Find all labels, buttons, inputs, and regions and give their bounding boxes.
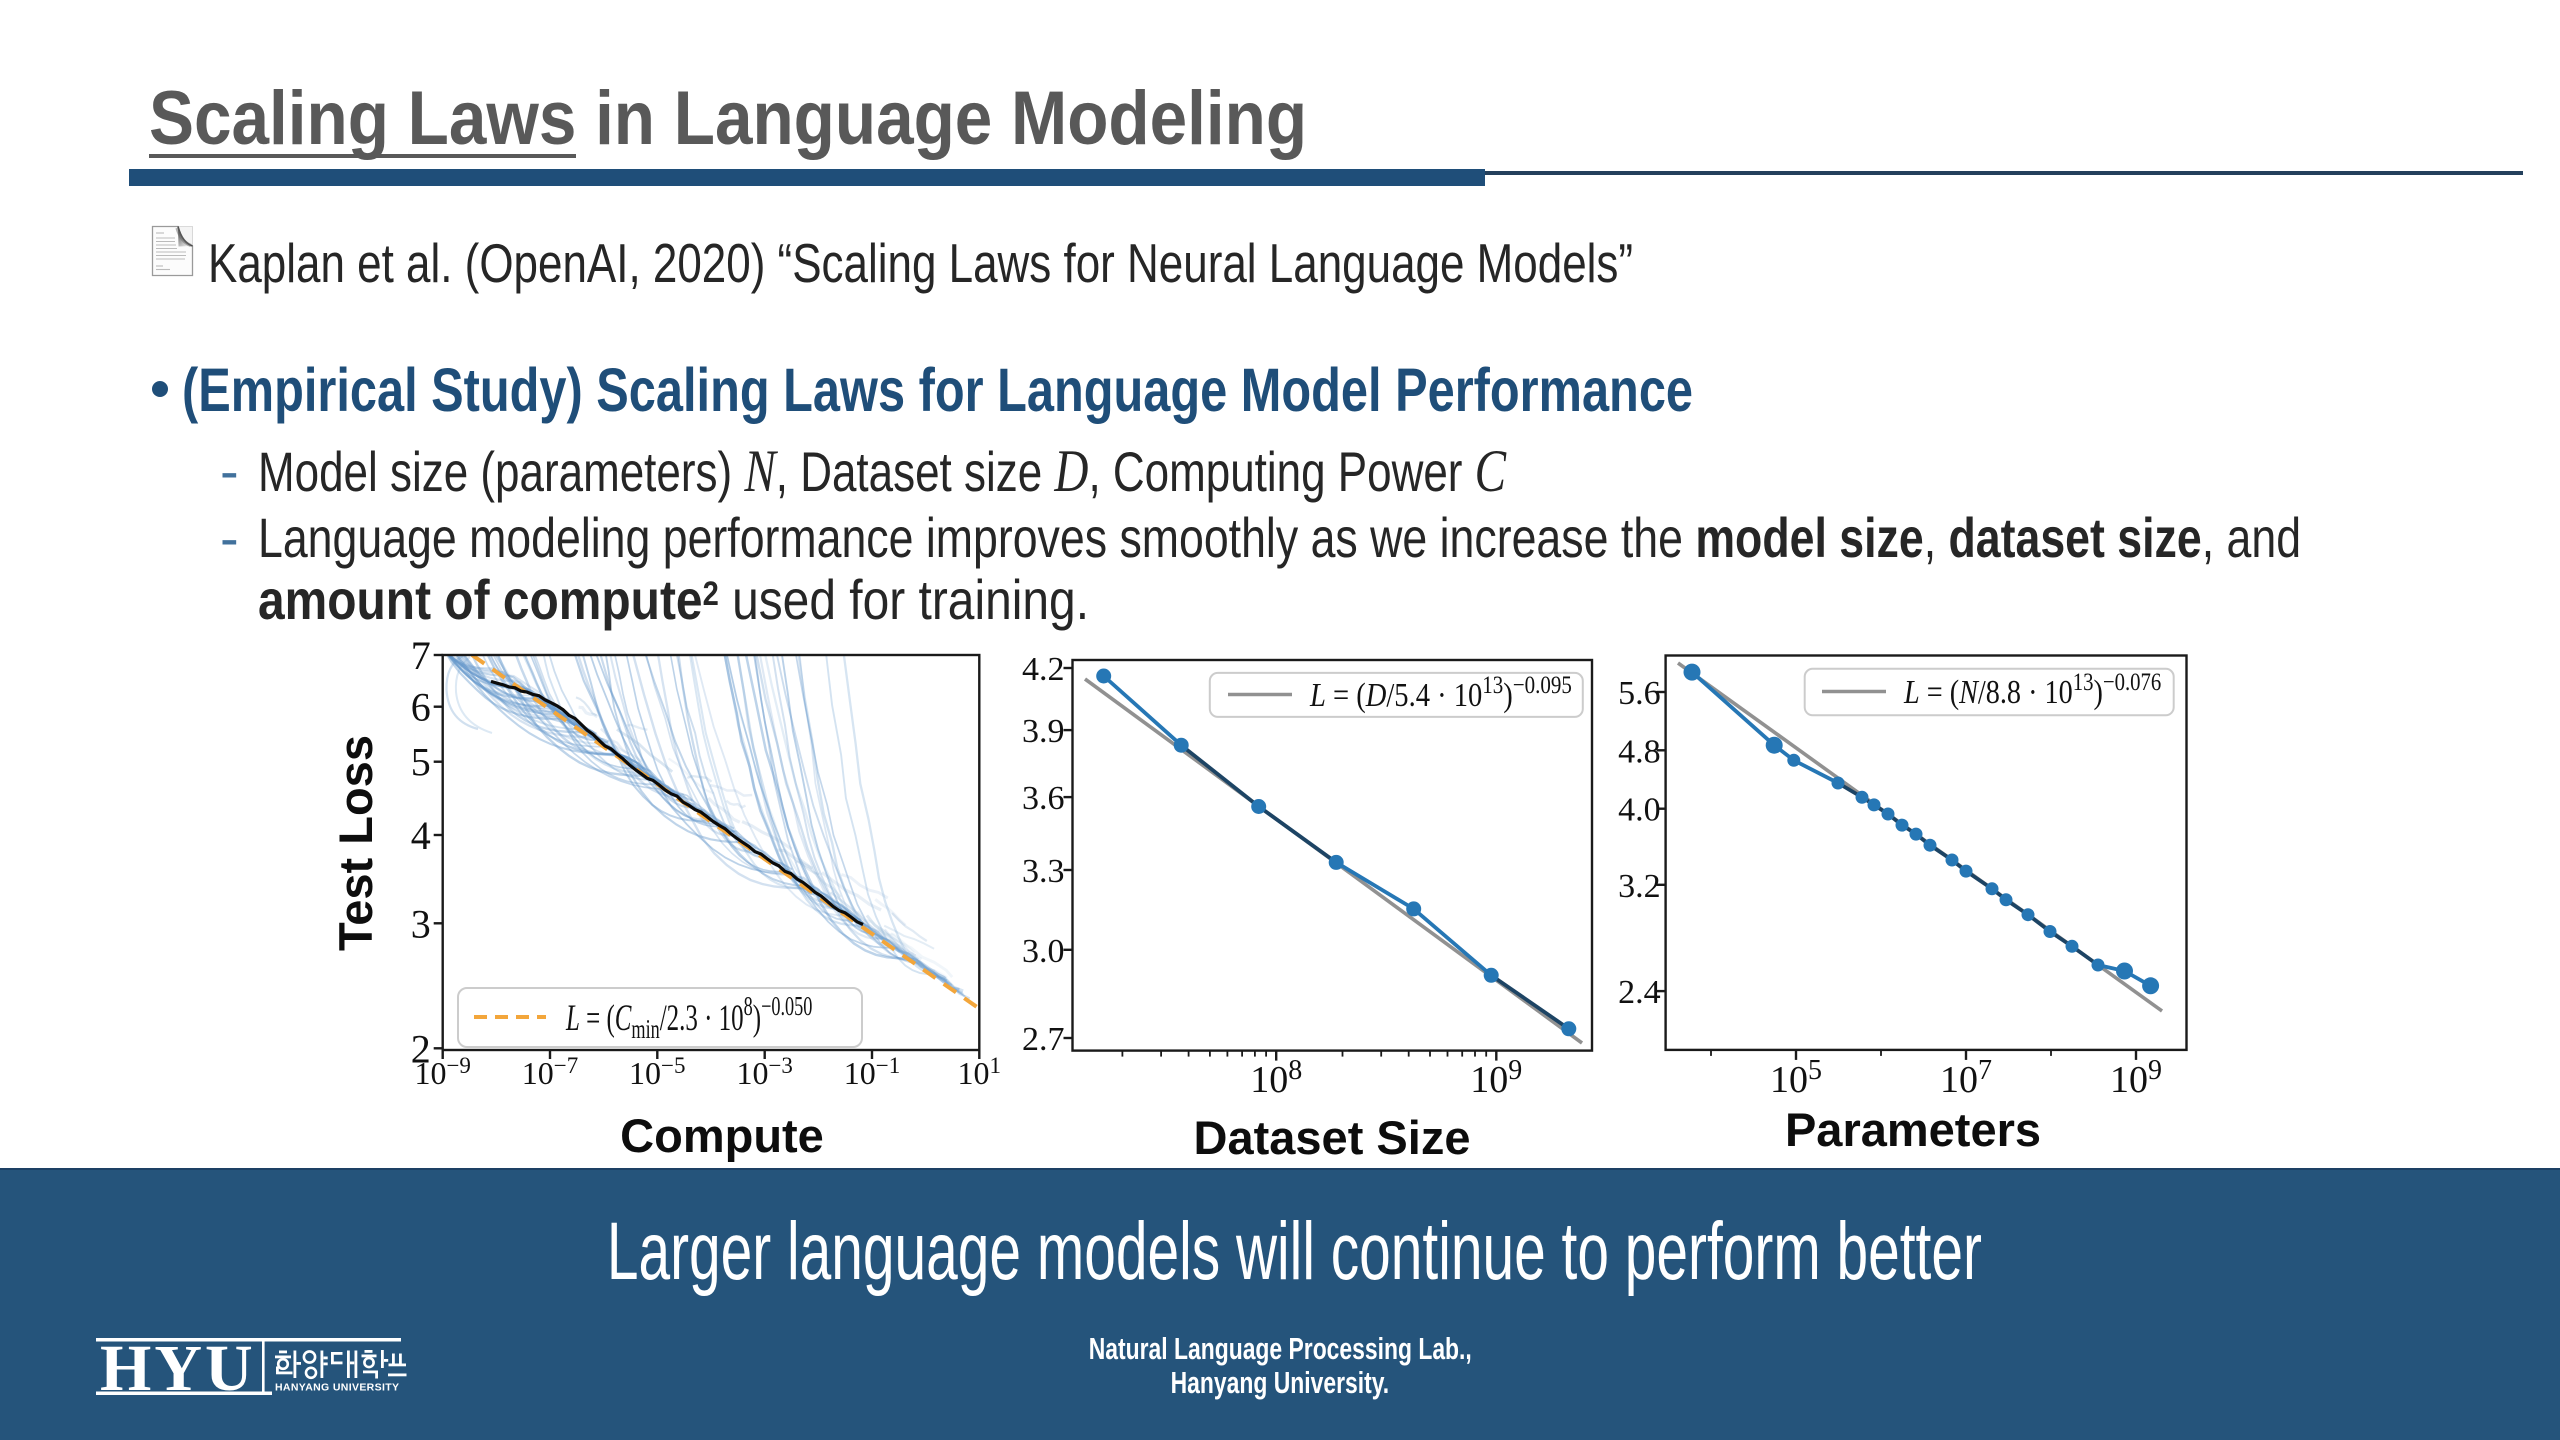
svg-text:3.6: 3.6	[1022, 780, 1065, 817]
svg-text:10−1: 10−1	[844, 1053, 900, 1091]
svg-text:4.0: 4.0	[1618, 792, 1661, 829]
svg-text:108: 108	[1250, 1055, 1302, 1101]
svg-text:Dataset Size: Dataset Size	[1194, 1111, 1471, 1164]
svg-text:Test Loss: Test Loss	[329, 735, 382, 951]
svg-text:HYU: HYU	[100, 1332, 256, 1405]
svg-text:Parameters: Parameters	[1785, 1103, 2041, 1156]
svg-text:2.7: 2.7	[1022, 1021, 1065, 1058]
svg-text:10−7: 10−7	[522, 1053, 578, 1091]
svg-text:5: 5	[411, 740, 431, 785]
svg-text:4: 4	[411, 813, 431, 858]
svg-text:Compute: Compute	[620, 1109, 824, 1162]
svg-text:107: 107	[1940, 1055, 1992, 1101]
svg-text:101: 101	[958, 1053, 1002, 1091]
svg-text:2.4: 2.4	[1618, 974, 1661, 1011]
svg-text:105: 105	[1770, 1055, 1822, 1101]
svg-text:3.3: 3.3	[1022, 853, 1065, 890]
svg-text:2: 2	[411, 1026, 431, 1071]
svg-text:10−9: 10−9	[414, 1053, 470, 1091]
svg-text:3.9: 3.9	[1022, 713, 1065, 750]
svg-text:10−3: 10−3	[736, 1053, 792, 1091]
svg-text:10−5: 10−5	[629, 1053, 685, 1091]
svg-text:4.8: 4.8	[1618, 733, 1661, 770]
svg-text:109: 109	[1470, 1055, 1522, 1101]
svg-text:3: 3	[411, 901, 431, 946]
svg-text:3.2: 3.2	[1618, 868, 1661, 905]
svg-text:109: 109	[2110, 1055, 2162, 1101]
svg-text:7: 7	[411, 633, 431, 678]
svg-text:5.6: 5.6	[1618, 675, 1661, 712]
svg-text:HANYANG UNIVERSITY: HANYANG UNIVERSITY	[275, 1382, 399, 1394]
svg-text:3.0: 3.0	[1022, 933, 1065, 970]
svg-text:6: 6	[411, 685, 431, 730]
svg-text:4.2: 4.2	[1022, 651, 1065, 688]
